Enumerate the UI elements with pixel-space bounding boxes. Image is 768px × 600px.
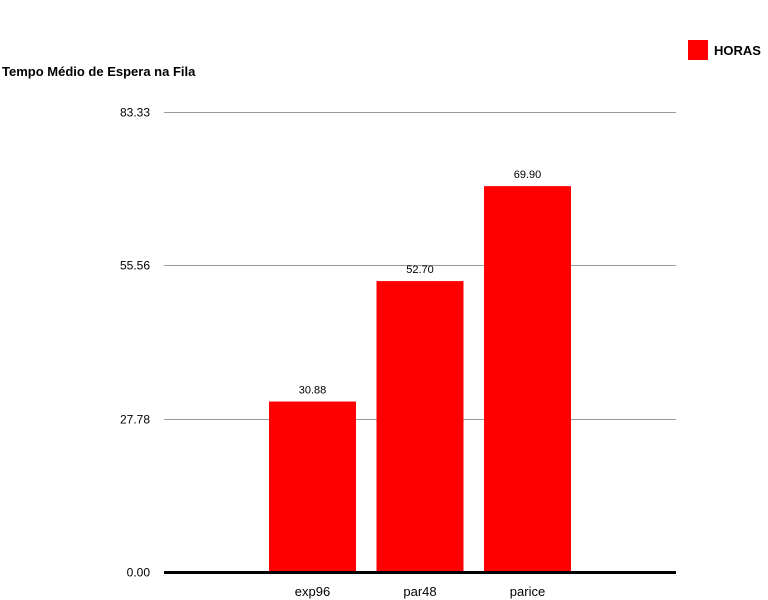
chart-title: Tempo Médio de Espera na Fila (2, 64, 196, 79)
y-tick-label: 27.78 (120, 413, 150, 427)
bar (269, 401, 356, 572)
y-tick-label: 55.56 (120, 259, 150, 273)
data-label: 52.70 (406, 264, 434, 276)
legend-label: HORAS (714, 42, 761, 58)
y-tick-label: 0.00 (127, 566, 151, 580)
x-tick-label: exp96 (295, 584, 330, 599)
data-label: 30.88 (299, 385, 327, 397)
bar (376, 281, 464, 572)
y-tick-label: 83.33 (120, 106, 150, 120)
data-label: 69.90 (514, 169, 542, 181)
x-tick-label: par48 (403, 584, 436, 599)
legend-swatch (688, 40, 708, 60)
bar (484, 186, 571, 572)
x-tick-label: parice (510, 584, 545, 599)
legend: HORAS (688, 40, 761, 60)
